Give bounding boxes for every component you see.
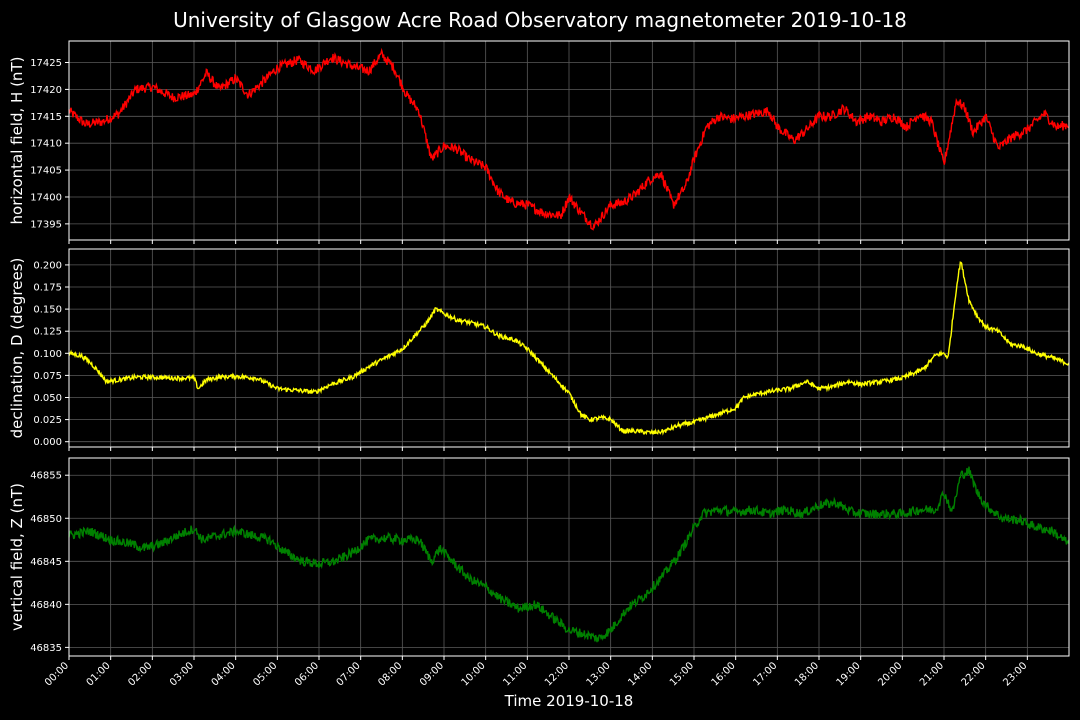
data-series-line: [68, 47, 1070, 231]
x-tick-label: 03:00: [168, 660, 196, 688]
x-tick-label: 15:00: [668, 660, 696, 688]
y-tick-label: 46835: [30, 643, 62, 654]
x-tick-label: 13:00: [585, 660, 613, 688]
y-tick-label: 46850: [30, 514, 62, 525]
y-tick-label: 46845: [30, 557, 62, 568]
y-tick-label: 17405: [30, 166, 62, 177]
x-tick-label: 05:00: [251, 660, 279, 688]
y-tick-label: 0.050: [33, 393, 62, 404]
x-tick-label: 14:00: [626, 660, 654, 688]
x-tick-label: 01:00: [85, 660, 113, 688]
x-tick-label: 12:00: [543, 660, 571, 688]
y-axis-label: horizontal field, H (nT): [8, 57, 26, 225]
x-tick-label: 10:00: [460, 660, 488, 688]
plot-frame: [68, 457, 1070, 657]
y-tick-label: 17420: [30, 85, 62, 96]
x-tick-label: 21:00: [918, 660, 946, 688]
plot-frame: [68, 40, 1070, 241]
x-tick-label: 19:00: [835, 660, 863, 688]
x-tick-label: 06:00: [293, 660, 321, 688]
chart-title: University of Glasgow Acre Road Observat…: [173, 8, 907, 32]
y-axis-label: vertical field, Z (nT): [8, 483, 26, 631]
x-tick-label: 08:00: [376, 660, 404, 688]
y-tick-label: 0.175: [33, 283, 62, 294]
y-tick-label: 0.125: [33, 327, 62, 338]
data-series-line: [68, 261, 1070, 436]
y-tick-label: 0.025: [33, 415, 62, 426]
y-tick-label: 17425: [30, 58, 62, 69]
data-series-line: [68, 466, 1070, 643]
horizontal-field-panel: 17395 17400 17405 17410 17415 17420 17425 horiz…: [8, 40, 1070, 244]
x-tick-label: 22:00: [960, 660, 988, 688]
x-tick-label: 09:00: [418, 660, 446, 688]
x-tick-label: 04:00: [210, 660, 238, 688]
x-tick-label: 17:00: [751, 660, 779, 688]
vertical-field-panel: 46835 46840 46845 46850 46855 vertical field,…: [8, 457, 1070, 660]
declination-panel: 0.000 0.025 0.050 0.075 0.100 0.125 0.150 0.175…: [8, 248, 1070, 451]
x-tick-label: 00:00: [43, 660, 71, 688]
y-tick-label: 0.150: [33, 305, 62, 316]
y-tick-label: 17415: [30, 112, 62, 123]
x-tick-label: 07:00: [335, 660, 363, 688]
y-axis-label: declination, D (degrees): [8, 258, 26, 439]
plot-frame: [68, 248, 1070, 448]
y-tick-label: 17410: [30, 139, 62, 150]
y-tick-label: 0.200: [33, 260, 62, 271]
y-tick-label: 46840: [30, 600, 62, 611]
x-tick-label: 20:00: [876, 660, 904, 688]
x-tick-label: 18:00: [793, 660, 821, 688]
y-tick-label: 0.075: [33, 371, 62, 382]
x-tick-label: 23:00: [1001, 660, 1029, 688]
x-axis-label: Time 2019-10-18: [504, 692, 634, 710]
x-tick-label: 02:00: [126, 660, 154, 688]
y-tick-label: 0.100: [33, 349, 62, 360]
x-tick-label: 16:00: [710, 660, 738, 688]
y-tick-label: 17395: [30, 219, 62, 230]
y-tick-label: 46855: [30, 471, 62, 482]
y-tick-label: 0.000: [33, 437, 62, 448]
x-tick-label: 11:00: [501, 660, 529, 688]
time-axis: 00:00 01:00 02:00 03:00 04:00 05:00 06:00 07:00…: [43, 660, 1029, 688]
y-tick-label: 17400: [30, 192, 62, 203]
